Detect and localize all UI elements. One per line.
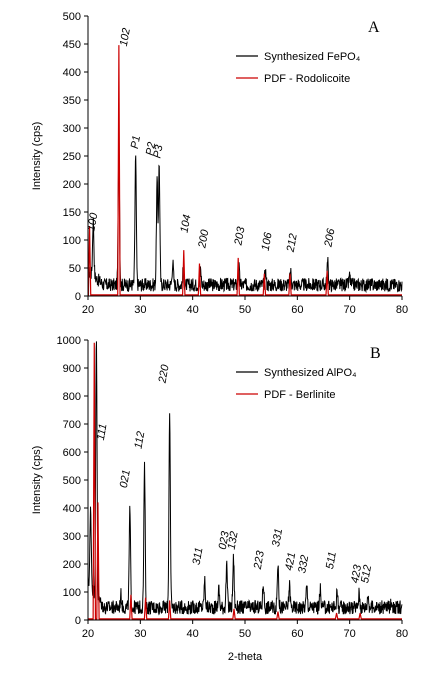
y-axis-label: Intensity (cps) [31, 122, 43, 190]
y-tick-label: 150 [63, 207, 81, 219]
y-tick-label: 200 [63, 179, 81, 191]
peak-label: 206 [322, 227, 337, 249]
y-tick-label: 350 [63, 95, 81, 107]
peak-label: 212 [285, 233, 300, 254]
legend-entry: PDF - Berlinite [264, 389, 336, 401]
y-tick-label: 800 [63, 391, 81, 403]
peak-label: 100 [85, 211, 100, 232]
y-tick-label: 250 [63, 151, 81, 163]
x-tick-label: 70 [344, 628, 356, 640]
x-tick-label: 30 [134, 304, 146, 316]
peak-label: 102 [118, 27, 133, 47]
x-tick-label: 30 [134, 628, 146, 640]
y-tick-label: 100 [63, 587, 81, 599]
peak-label: 111 [95, 423, 110, 442]
y-tick-label: 1000 [57, 335, 81, 347]
y-tick-label: 500 [63, 475, 81, 487]
peak-label: 220 [156, 363, 171, 385]
series-line-reference [88, 342, 402, 620]
y-tick-label: 700 [63, 419, 81, 431]
y-tick-label: 100 [63, 235, 81, 247]
x-tick-label: 40 [187, 304, 199, 316]
y-tick-label: 400 [63, 503, 81, 515]
panel-label: A [368, 19, 380, 36]
peak-label: 331 [270, 528, 285, 548]
peak-label: 021 [118, 469, 133, 489]
peak-label: 511 [324, 551, 339, 570]
peak-label: 104 [179, 214, 194, 234]
peak-label: 203 [232, 225, 247, 247]
peak-label: 311 [191, 547, 206, 566]
peak-label: 200 [196, 228, 211, 250]
series-line-reference [87, 45, 402, 296]
peak-label: 132 [226, 530, 241, 550]
peak-label: P2 [144, 141, 158, 156]
y-tick-label: 450 [63, 39, 81, 51]
legend-entry: Synthesized AlPO₄ [264, 367, 357, 379]
x-tick-label: 20 [82, 628, 94, 640]
x-tick-label: 70 [344, 304, 356, 316]
x-tick-label: 80 [396, 628, 408, 640]
x-tick-label: 60 [291, 628, 303, 640]
peak-label: 512 [359, 564, 374, 584]
x-tick-label: 50 [239, 304, 251, 316]
y-tick-label: 600 [63, 447, 81, 459]
peak-label: 106 [260, 231, 275, 252]
legend-entry: Synthesized FePO₄ [264, 51, 361, 63]
peak-label: P1 [129, 134, 143, 149]
y-tick-label: 50 [69, 263, 81, 275]
x-tick-label: 60 [291, 304, 303, 316]
peak-label: 223 [252, 549, 267, 571]
y-tick-label: 300 [63, 531, 81, 543]
y-tick-label: 200 [63, 559, 81, 571]
y-tick-label: 400 [63, 67, 81, 79]
legend-entry: PDF - Rodolicoite [264, 73, 350, 85]
series-line-measured [87, 341, 403, 616]
peak-label: 423 [349, 563, 364, 584]
x-tick-label: 80 [396, 304, 408, 316]
y-tick-label: 900 [63, 363, 81, 375]
x-tick-label: 20 [82, 304, 94, 316]
x-tick-label: 40 [187, 628, 199, 640]
series-line-measured [87, 147, 403, 294]
peak-label: P3 [151, 143, 165, 159]
y-tick-label: 500 [63, 11, 81, 23]
peak-label: 421 [283, 551, 298, 571]
x-axis-label: 2-theta [228, 651, 263, 663]
panel-label: B [370, 345, 381, 362]
peak-label: 023 [217, 529, 232, 550]
x-tick-label: 50 [239, 628, 251, 640]
peak-label: 332 [296, 554, 311, 574]
panel-B: 0 100 200 300 400 500 600 700 800 900 1000 20 30 40 50… [31, 335, 408, 663]
y-axis-label: Intensity (cps) [31, 446, 43, 514]
y-tick-label: 0 [75, 291, 81, 303]
y-tick-label: 300 [63, 123, 81, 135]
peak-label: 112 [133, 430, 148, 449]
panel-A: 0 50 100 150 200 250 300 350 400 450 500 20 30 40 50 60… [31, 11, 408, 316]
y-tick-label: 0 [75, 615, 81, 627]
